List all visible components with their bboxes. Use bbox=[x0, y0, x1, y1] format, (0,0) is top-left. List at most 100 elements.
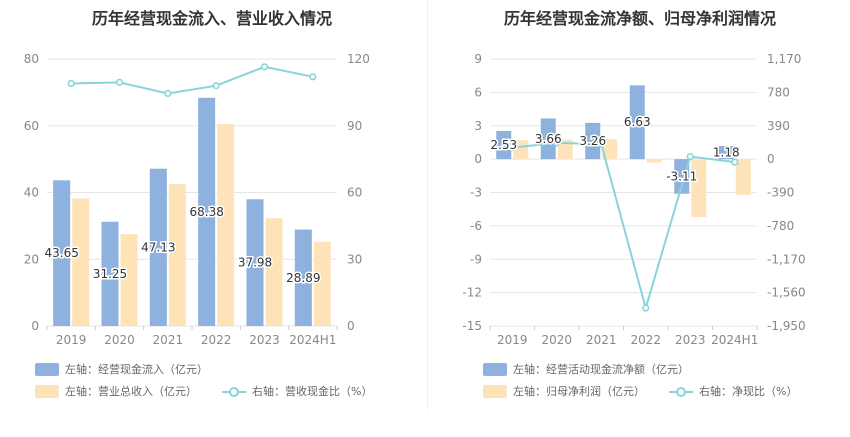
chart-divider bbox=[427, 0, 428, 410]
bar-data-label: 3.66 bbox=[535, 132, 562, 146]
bar-data-label: 6.63 bbox=[624, 115, 651, 129]
y-left-tick-label: 0 bbox=[474, 152, 482, 166]
left-chart-plot: 0 0 20 30 40 60 60 90 80 120 2019 2020 2021 2022 2023 2… bbox=[24, 52, 370, 347]
bar-data-label: 3.26 bbox=[579, 134, 606, 148]
bar-data-label: -3.11 bbox=[666, 169, 697, 183]
legend-line-swatch bbox=[669, 385, 693, 398]
y-left-tick-label: 6 bbox=[474, 85, 482, 99]
y-right-tick-label: -780 bbox=[767, 219, 794, 233]
bar-primary bbox=[674, 159, 690, 194]
bar-data-label: 47.13 bbox=[141, 240, 175, 254]
y-right-tick-label: -1,560 bbox=[767, 286, 806, 300]
x-tick-label: 2022 bbox=[630, 333, 661, 347]
x-tick-label: 2020 bbox=[104, 333, 135, 347]
x-tick-label: 2019 bbox=[497, 333, 528, 347]
y-right-tick-label: -1,170 bbox=[767, 252, 806, 266]
legend-item[interactable]: 左轴：经营现金流入（亿元） bbox=[35, 361, 208, 377]
x-tick-label: 2020 bbox=[541, 333, 572, 347]
y-right-tick-label: -1,950 bbox=[767, 319, 806, 333]
ratio-point bbox=[164, 89, 172, 98]
y-left-tick-label: 3 bbox=[474, 119, 482, 133]
bar-secondary bbox=[72, 198, 90, 326]
bar-secondary bbox=[217, 124, 235, 326]
y-left-tick-label: 60 bbox=[24, 119, 39, 133]
y-right-tick-label: 60 bbox=[347, 186, 362, 200]
legend-bar-swatch bbox=[483, 362, 507, 376]
ratio-point bbox=[115, 78, 124, 86]
legend-item[interactable]: 右轴：营收现金比（%） bbox=[222, 383, 372, 399]
ratio-point bbox=[508, 143, 516, 152]
bar-primary bbox=[540, 118, 556, 160]
y-right-tick-label: -390 bbox=[767, 186, 794, 200]
bar-data-label: 28.89 bbox=[286, 271, 320, 285]
x-tick-label: 2022 bbox=[201, 333, 232, 347]
bar-secondary bbox=[557, 139, 573, 160]
legend-label: 左轴：经营现金流入（亿元） bbox=[65, 363, 208, 376]
y-right-tick-label: 1,170 bbox=[767, 52, 801, 66]
legend-item[interactable]: 右轴：净现比（%） bbox=[669, 383, 797, 399]
bar-secondary bbox=[691, 159, 707, 217]
legend-bar-swatch bbox=[483, 384, 507, 398]
y-left-tick-label: -9 bbox=[470, 252, 482, 266]
ratio-point bbox=[67, 79, 75, 88]
bar-data-label: 68.38 bbox=[189, 205, 223, 219]
x-tick-label: 2021 bbox=[586, 333, 617, 347]
bar-primary bbox=[101, 221, 119, 326]
bar-data-label: 43.65 bbox=[44, 246, 78, 260]
right-chart-plot: -15 -1,950 -12 -1,560 -9 -1,170 -6 -780 -3 -390 0 0… bbox=[462, 52, 806, 347]
legend-item[interactable]: 左轴：经营活动现金流净额（亿元） bbox=[483, 361, 689, 377]
y-left-tick-label: 40 bbox=[24, 186, 39, 200]
y-left-tick-label: -3 bbox=[470, 186, 482, 200]
bar-data-label: 2.53 bbox=[490, 138, 517, 152]
bar-primary bbox=[149, 168, 167, 326]
ratio-point bbox=[642, 304, 650, 312]
ratio-line bbox=[512, 141, 735, 312]
legend-label: 左轴：营业总收入（亿元） bbox=[65, 385, 197, 398]
y-left-tick-label: 80 bbox=[24, 52, 39, 66]
legend-bar-swatch bbox=[35, 384, 59, 398]
x-tick-label: 2023 bbox=[675, 333, 706, 347]
ratio-point bbox=[309, 73, 317, 81]
y-left-tick-label: -15 bbox=[462, 319, 482, 333]
y-right-tick-label: 0 bbox=[767, 152, 775, 166]
bar-primary bbox=[585, 122, 601, 160]
legend-label: 右轴：营收现金比（%） bbox=[252, 385, 373, 398]
right-chart-title: 历年经营现金流净额、归母净利润情况 bbox=[503, 9, 777, 28]
ratio-point bbox=[260, 63, 269, 71]
ratio-point bbox=[553, 139, 561, 147]
bar-primary bbox=[629, 85, 645, 160]
ratio-point bbox=[731, 158, 739, 166]
legend-label: 右轴：净现比（%） bbox=[699, 385, 798, 398]
x-tick-label: 2021 bbox=[153, 333, 184, 347]
legend-item[interactable]: 左轴：营业总收入（亿元） bbox=[35, 383, 197, 399]
legend-line-swatch bbox=[222, 385, 246, 398]
left-chart-title: 历年经营现金流入、营业收入情况 bbox=[91, 9, 333, 28]
bar-secondary bbox=[265, 218, 283, 326]
bar-secondary bbox=[735, 159, 751, 195]
bar-secondary bbox=[602, 139, 618, 160]
y-right-tick-label: 0 bbox=[347, 319, 355, 333]
x-tick-label: 2019 bbox=[56, 333, 87, 347]
bar-data-label: 31.25 bbox=[93, 267, 127, 281]
bar-primary bbox=[294, 229, 312, 326]
bar-secondary bbox=[513, 140, 529, 160]
y-right-tick-label: 30 bbox=[347, 252, 362, 266]
y-right-tick-label: 120 bbox=[347, 52, 370, 66]
x-tick-label: 2024H1 bbox=[711, 333, 758, 347]
bar-primary bbox=[246, 199, 264, 326]
legend-label: 左轴：归母净利润（亿元） bbox=[513, 385, 645, 398]
x-tick-label: 2023 bbox=[249, 333, 280, 347]
y-left-tick-label: 0 bbox=[31, 319, 39, 333]
bar-secondary bbox=[646, 159, 662, 163]
ratio-point bbox=[597, 140, 605, 148]
y-left-tick-label: -12 bbox=[462, 286, 482, 300]
bar-secondary bbox=[313, 241, 331, 326]
y-right-tick-label: 780 bbox=[767, 85, 790, 99]
y-left-tick-label: 20 bbox=[24, 252, 39, 266]
legend-item[interactable]: 左轴：归母净利润（亿元） bbox=[483, 383, 645, 399]
x-tick-label: 2024H1 bbox=[289, 333, 336, 347]
y-right-tick-label: 90 bbox=[347, 119, 362, 133]
ratio-point bbox=[212, 82, 220, 90]
bar-data-label: 1.18 bbox=[713, 146, 740, 160]
ratio-point bbox=[686, 152, 694, 161]
